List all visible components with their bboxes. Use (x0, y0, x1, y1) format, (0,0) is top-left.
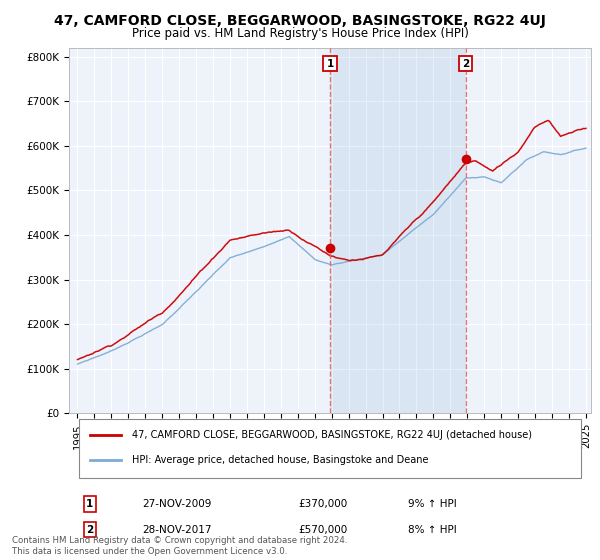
Text: 1: 1 (326, 59, 334, 68)
Text: Contains HM Land Registry data © Crown copyright and database right 2024.
This d: Contains HM Land Registry data © Crown c… (12, 536, 347, 556)
Text: 47, CAMFORD CLOSE, BEGGARWOOD, BASINGSTOKE, RG22 4UJ (detached house): 47, CAMFORD CLOSE, BEGGARWOOD, BASINGSTO… (131, 431, 532, 441)
Text: £370,000: £370,000 (299, 499, 348, 509)
Text: 1: 1 (86, 499, 94, 509)
Text: HPI: Average price, detached house, Basingstoke and Deane: HPI: Average price, detached house, Basi… (131, 455, 428, 465)
Text: 9% ↑ HPI: 9% ↑ HPI (409, 499, 457, 509)
Text: Price paid vs. HM Land Registry's House Price Index (HPI): Price paid vs. HM Land Registry's House … (131, 27, 469, 40)
Bar (79, 419, 581, 478)
Text: £570,000: £570,000 (299, 525, 348, 535)
Text: 47, CAMFORD CLOSE, BEGGARWOOD, BASINGSTOKE, RG22 4UJ: 47, CAMFORD CLOSE, BEGGARWOOD, BASINGSTO… (54, 14, 546, 28)
Text: 27-NOV-2009: 27-NOV-2009 (142, 499, 211, 509)
Text: 8% ↑ HPI: 8% ↑ HPI (409, 525, 457, 535)
Text: 2: 2 (462, 59, 469, 68)
Text: 28-NOV-2017: 28-NOV-2017 (142, 525, 212, 535)
Text: 2: 2 (86, 525, 94, 535)
Bar (330, 48, 466, 413)
